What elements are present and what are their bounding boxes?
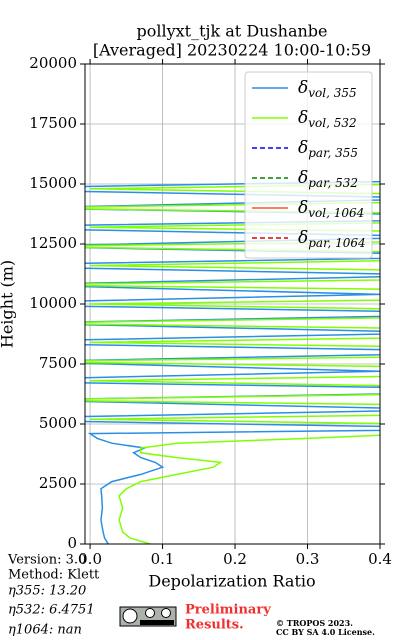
legend-symbol: δ	[298, 78, 308, 98]
legend-box	[244, 71, 373, 259]
eta-note: η355: 13.20	[8, 584, 86, 599]
y-tick-label: 0	[67, 534, 77, 552]
chart-title: pollyxt_tjk at Dushanbe	[136, 22, 327, 41]
cc-logo	[119, 606, 177, 627]
y-tick-label: 10000	[29, 294, 77, 312]
y-tick-label: 15000	[29, 174, 77, 192]
legend-label: δpar, 1064	[298, 228, 366, 250]
legend-label: δpar, 355	[298, 138, 358, 160]
preliminary-note: Results.	[185, 618, 244, 633]
x-axis-label: Depolarization Ratio	[148, 572, 315, 591]
legend-subscript: par, 355	[308, 146, 358, 160]
eta-note: η532: 6.4751	[8, 603, 95, 618]
eta-note: η1064: nan	[8, 623, 82, 638]
legend-symbol: δ	[298, 138, 308, 158]
x-tick-label: 0.1	[151, 550, 175, 568]
legend-subscript: vol, 1064	[308, 206, 364, 220]
y-tick-label: 7500	[39, 354, 77, 372]
legend-subscript: par, 1064	[308, 236, 365, 250]
x-tick-label: 0.4	[368, 550, 392, 568]
x-tick-label: 0.2	[223, 550, 247, 568]
y-axis-label: Height (m)	[0, 260, 17, 348]
legend-label: δvol, 532	[298, 108, 357, 130]
y-tick-label: 5000	[39, 414, 77, 432]
profile-line	[85, 183, 380, 544]
legend-symbol: δ	[298, 228, 308, 248]
method-note: Method: Klett	[8, 568, 100, 583]
version-note: Version: 3.0	[7, 553, 86, 568]
legend-symbol: δ	[298, 108, 308, 128]
y-tick-label: 2500	[39, 474, 77, 492]
license-note: CC BY SA 4.0 License.	[276, 627, 375, 637]
y-tick-label: 12500	[29, 234, 77, 252]
legend-label: δvol, 1064	[298, 198, 364, 220]
legend-subscript: vol, 355	[308, 86, 356, 100]
x-tick-label: 0.3	[296, 550, 320, 568]
legend-subscript: par, 532	[308, 176, 358, 190]
preliminary-note: Preliminary	[185, 603, 271, 618]
y-tick-label: 20000	[29, 54, 77, 72]
legend-symbol: δ	[298, 198, 308, 218]
chart-subtitle: [Averaged] 20230224 10:00-10:59	[93, 41, 371, 60]
legend-label: δvol, 355	[298, 78, 357, 100]
copyright-note: © TROPOS 2023.	[276, 618, 353, 628]
legend-subscript: vol, 532	[308, 116, 356, 130]
legend-symbol: δ	[298, 168, 308, 188]
y-tick-label: 17500	[29, 114, 77, 132]
x-tick-label: 0.0	[78, 550, 102, 568]
legend-label: δpar, 532	[298, 168, 358, 190]
plot-area	[85, 180, 380, 544]
axes-frame	[84, 63, 381, 545]
